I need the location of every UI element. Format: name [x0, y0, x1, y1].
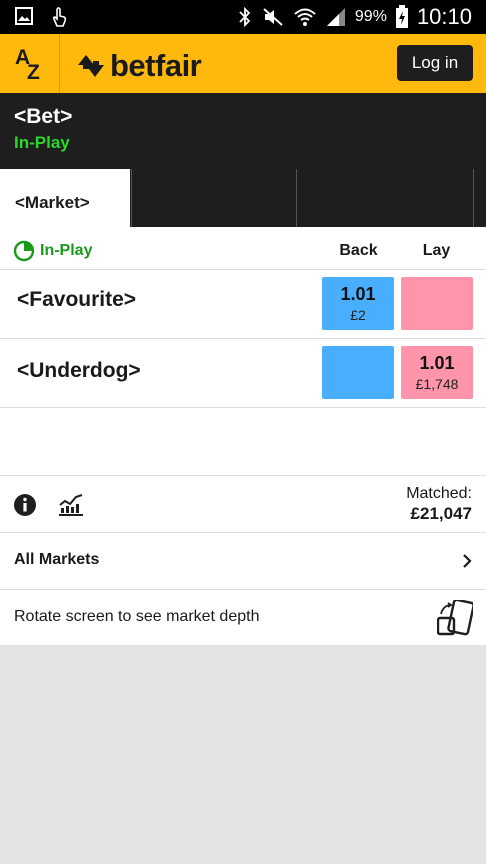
back-price-button[interactable]: 1.01 £2	[322, 277, 394, 330]
tab-market-label: <Market>	[15, 193, 90, 212]
clock-time: 10:10	[416, 4, 472, 29]
mute-icon	[263, 8, 283, 26]
runner-row: <Underdog> 1.01 £1,748	[0, 339, 486, 408]
lay-odds: 1.01	[419, 353, 455, 373]
az-letter-a: A	[15, 46, 31, 69]
gallery-icon	[15, 7, 33, 25]
az-letter-z: Z	[27, 61, 40, 84]
in-play-label: In-Play	[40, 242, 93, 259]
touch-icon	[52, 7, 67, 27]
all-markets-label: All Markets	[14, 551, 100, 568]
info-icon[interactable]	[13, 493, 37, 517]
lay-price-button[interactable]	[401, 277, 473, 330]
tab-4[interactable]	[473, 169, 486, 227]
back-price-button[interactable]	[322, 346, 394, 399]
signal-icon	[326, 8, 345, 26]
status-bar: 99% 10:10	[0, 0, 486, 34]
lay-stake: £1,748	[415, 376, 459, 392]
lay-column-header: Lay	[422, 242, 451, 259]
empty-runner-row	[0, 408, 486, 476]
tab-3[interactable]	[296, 169, 473, 227]
battery-icon	[395, 5, 408, 28]
chart-icon[interactable]	[58, 493, 84, 517]
back-column-header: Back	[339, 242, 378, 259]
chevron-right-icon	[463, 554, 472, 568]
event-header: <Bet> In-Play	[0, 93, 486, 169]
wifi-icon	[294, 8, 316, 26]
event-status: In-Play	[14, 133, 70, 152]
all-markets-link[interactable]: All Markets	[0, 533, 486, 590]
back-stake: £2	[350, 307, 366, 323]
bluetooth-icon	[239, 6, 251, 28]
betfair-arrows-icon	[78, 55, 104, 77]
event-title: <Bet>	[14, 105, 73, 128]
runner-name: <Favourite>	[17, 288, 137, 311]
rotate-device-icon	[437, 600, 473, 636]
runner-name: <Underdog>	[17, 359, 141, 382]
back-odds: 1.01	[340, 284, 376, 304]
matched-value: £21,047	[410, 504, 472, 523]
market-info-row: Matched: £21,047	[0, 476, 486, 533]
tab-2[interactable]	[131, 169, 296, 227]
in-play-clock-icon	[13, 240, 35, 262]
betfair-logo-text: betfair	[110, 48, 202, 83]
runner-row: <Favourite> 1.01 £2	[0, 270, 486, 339]
market-column-header: In-Play Back Lay	[0, 227, 486, 270]
login-button[interactable]: Log in	[397, 45, 473, 81]
rotate-hint-text: Rotate screen to see market depth	[14, 608, 260, 625]
market-tabs: <Market>	[0, 169, 486, 227]
app-header: A Z betfair Log in	[0, 34, 486, 93]
lay-price-button[interactable]: 1.01 £1,748	[401, 346, 473, 399]
betfair-logo[interactable]: betfair	[78, 48, 202, 84]
rotate-hint-row: Rotate screen to see market depth	[0, 590, 486, 645]
battery-percent: 99%	[354, 8, 387, 25]
tab-market[interactable]: <Market>	[0, 169, 130, 227]
matched-label: Matched:	[406, 485, 472, 502]
az-menu-button[interactable]: A Z	[0, 34, 60, 93]
market-panel: In-Play Back Lay <Favourite> 1.01 £2 <Un…	[0, 227, 486, 645]
